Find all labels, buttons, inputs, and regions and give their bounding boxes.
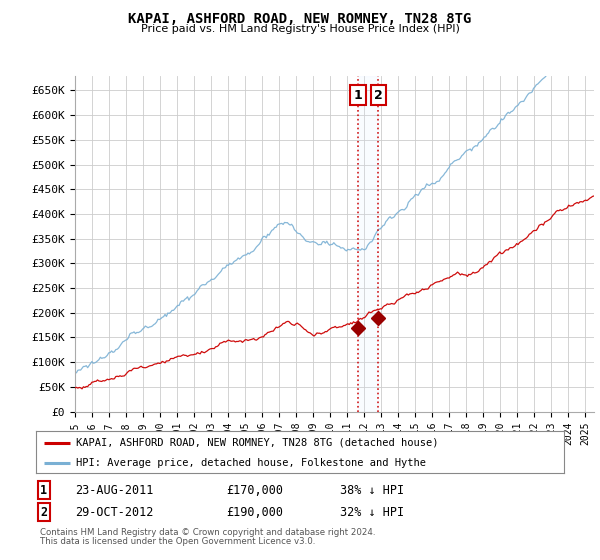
Text: 2: 2 — [40, 506, 47, 519]
Text: 1: 1 — [40, 484, 47, 497]
Text: Contains HM Land Registry data © Crown copyright and database right 2024.: Contains HM Land Registry data © Crown c… — [40, 528, 376, 537]
Text: KAPAI, ASHFORD ROAD, NEW ROMNEY, TN28 8TG: KAPAI, ASHFORD ROAD, NEW ROMNEY, TN28 8T… — [128, 12, 472, 26]
Text: 23-AUG-2011: 23-AUG-2011 — [76, 484, 154, 497]
Text: 32% ↓ HPI: 32% ↓ HPI — [340, 506, 404, 519]
Text: 2: 2 — [374, 89, 383, 102]
Text: 38% ↓ HPI: 38% ↓ HPI — [340, 484, 404, 497]
Text: This data is licensed under the Open Government Licence v3.0.: This data is licensed under the Open Gov… — [40, 538, 316, 547]
Bar — [358, 76, 379, 412]
Text: KAPAI, ASHFORD ROAD, NEW ROMNEY, TN28 8TG (detached house): KAPAI, ASHFORD ROAD, NEW ROMNEY, TN28 8T… — [76, 438, 438, 448]
Text: Price paid vs. HM Land Registry's House Price Index (HPI): Price paid vs. HM Land Registry's House … — [140, 24, 460, 34]
Text: HPI: Average price, detached house, Folkestone and Hythe: HPI: Average price, detached house, Folk… — [76, 458, 425, 468]
Text: £190,000: £190,000 — [226, 506, 283, 519]
Text: £170,000: £170,000 — [226, 484, 283, 497]
Text: 29-OCT-2012: 29-OCT-2012 — [76, 506, 154, 519]
Text: 1: 1 — [354, 89, 362, 102]
